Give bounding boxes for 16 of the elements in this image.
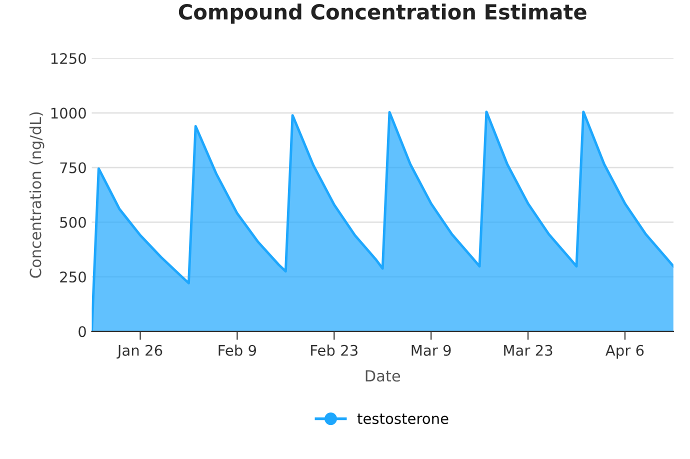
x-tick-label: Mar 23 bbox=[504, 344, 552, 356]
y-tick-label: 500 bbox=[60, 216, 86, 228]
y-axis-title: Concentration (ng/dL) bbox=[29, 112, 44, 278]
legend-label: testosterone bbox=[357, 414, 448, 424]
x-tick-label: Feb 9 bbox=[218, 344, 256, 356]
x-tick-label: Jan 26 bbox=[116, 344, 162, 359]
y-tick-label: 1000 bbox=[51, 108, 86, 119]
y-tick-label: 750 bbox=[60, 162, 86, 174]
chart-title: Compound Concentration Estimate bbox=[178, 4, 586, 24]
y-tick-label: 0 bbox=[78, 326, 86, 338]
y-tick-label: 1250 bbox=[51, 53, 86, 64]
x-axis-title: Date bbox=[366, 370, 400, 382]
x-tick-label: Mar 9 bbox=[412, 344, 451, 356]
x-tick-label: Apr 6 bbox=[606, 344, 644, 359]
y-tick-label: 250 bbox=[60, 271, 86, 283]
x-tick-label: Feb 23 bbox=[311, 344, 358, 356]
